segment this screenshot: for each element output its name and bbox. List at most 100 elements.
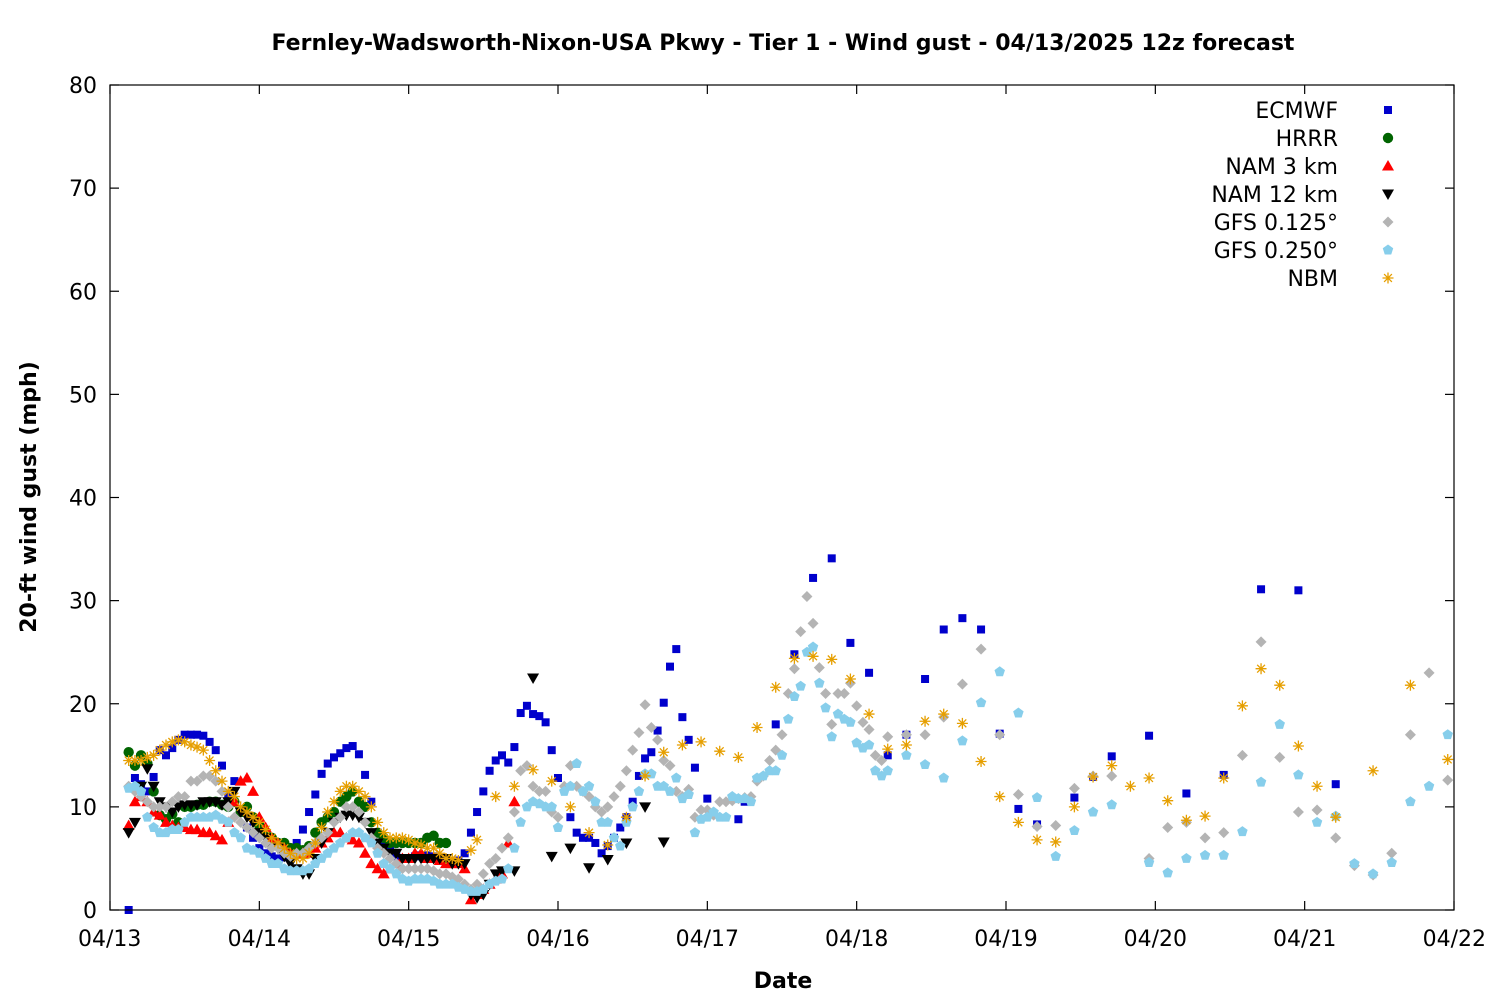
data-point (809, 573, 818, 582)
data-point (365, 801, 377, 813)
data-point (508, 795, 521, 807)
data-point (865, 668, 874, 677)
data-point (900, 739, 912, 751)
data-point (620, 765, 632, 777)
data-point (1330, 832, 1342, 844)
data-point (647, 748, 656, 757)
data-point (714, 745, 726, 757)
data-point (160, 816, 172, 827)
data-point (247, 785, 260, 796)
data-point (172, 791, 184, 803)
data-point (527, 673, 540, 684)
data-point (814, 677, 825, 688)
data-point (502, 832, 514, 844)
data-point (409, 837, 421, 849)
data-point (1255, 636, 1267, 648)
data-point (608, 791, 620, 803)
data-point (415, 863, 427, 875)
x-tick-label: 04/18 (825, 927, 888, 952)
data-point (813, 662, 825, 674)
data-point (440, 852, 452, 864)
legend-label: NBM (1287, 267, 1338, 292)
data-point (1106, 799, 1117, 810)
data-point (845, 716, 856, 727)
data-point (535, 712, 544, 721)
data-point (372, 816, 384, 828)
data-point (676, 739, 688, 751)
data-point (162, 751, 170, 760)
data-point (838, 687, 850, 699)
x-tick-label: 04/13 (78, 927, 141, 952)
data-point (199, 731, 208, 740)
data-point (316, 822, 328, 833)
data-point (541, 718, 550, 727)
data-point (846, 638, 855, 647)
data-point (596, 806, 608, 818)
data-point (123, 754, 135, 766)
data-point (515, 816, 526, 827)
data-point (311, 790, 320, 799)
data-point (147, 781, 160, 793)
data-point (466, 828, 475, 837)
data-point (851, 737, 862, 748)
data-point (428, 842, 440, 854)
data-point (658, 754, 670, 766)
data-point (378, 827, 390, 839)
data-point (354, 750, 363, 759)
data-point (484, 858, 496, 870)
data-point (826, 718, 838, 730)
data-point (135, 785, 147, 796)
data-point (141, 764, 154, 775)
data-point (204, 770, 216, 782)
data-point (703, 794, 712, 803)
data-point (564, 801, 576, 813)
data-point (361, 770, 370, 779)
data-point (235, 801, 247, 813)
data-point (222, 801, 234, 813)
data-point (359, 847, 372, 858)
legend-label: GFS 0.250° (1214, 239, 1338, 264)
x-tick-label: 04/14 (228, 927, 291, 952)
data-point (330, 753, 338, 762)
data-point (1311, 780, 1323, 792)
data-point (1162, 867, 1173, 878)
legend-marker (1382, 189, 1394, 200)
data-point (303, 847, 315, 859)
data-point (921, 675, 930, 683)
data-point (317, 769, 326, 778)
data-point (359, 816, 371, 828)
data-point (1442, 774, 1454, 786)
data-point (234, 775, 247, 786)
data-point (160, 801, 172, 813)
data-point (1257, 585, 1266, 594)
data-point (1107, 752, 1116, 761)
data-point (522, 701, 531, 710)
data-point (173, 824, 184, 835)
series-ecmwf (124, 554, 1340, 914)
data-point (1143, 772, 1155, 784)
data-point (919, 759, 931, 770)
data-point (348, 742, 357, 751)
data-point (547, 746, 556, 755)
data-point (490, 852, 502, 864)
data-point (253, 832, 265, 844)
data-point (639, 699, 651, 711)
data-point (235, 832, 246, 843)
data-point (1218, 827, 1230, 839)
data-point (1218, 849, 1229, 860)
data-point (186, 730, 195, 739)
data-point (1367, 765, 1379, 777)
data-point (882, 731, 894, 743)
data-point (235, 816, 247, 828)
data-point (272, 837, 284, 849)
data-point (1349, 858, 1360, 869)
data-point (827, 554, 836, 563)
data-point (1050, 836, 1062, 848)
data-point (1031, 820, 1043, 832)
data-point (191, 741, 203, 753)
data-point (751, 721, 763, 733)
data-point (247, 827, 259, 839)
data-point (657, 837, 670, 848)
data-point (1274, 751, 1286, 763)
data-point (1068, 801, 1080, 813)
